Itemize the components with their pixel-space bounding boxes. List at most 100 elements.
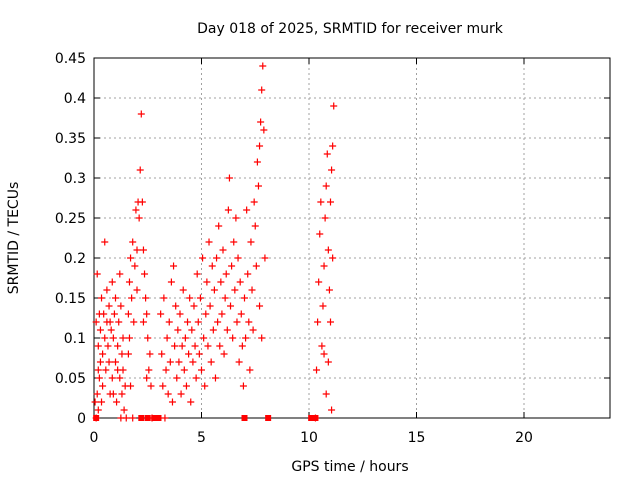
- data-point: [328, 406, 336, 414]
- x-tick-label: 20: [515, 430, 533, 446]
- data-point: [209, 326, 217, 334]
- data-point: [132, 206, 140, 214]
- data-point: [112, 294, 119, 302]
- data-point: [252, 262, 260, 270]
- data-point: [105, 302, 113, 310]
- data-point: [214, 318, 222, 326]
- x-tick-label: 15: [408, 430, 426, 446]
- data-point: [219, 246, 227, 254]
- data-point: [328, 166, 336, 174]
- data-point: [95, 374, 103, 382]
- data-point: [191, 342, 199, 350]
- data-point: [221, 294, 229, 302]
- data-point: [320, 262, 328, 270]
- data-point: [103, 286, 111, 294]
- data-point: [125, 334, 133, 342]
- data-point: [160, 294, 168, 302]
- data-point: [130, 318, 138, 326]
- data-point: [327, 198, 334, 206]
- y-tick-label: 0.15: [55, 291, 86, 307]
- data-point: [96, 358, 104, 366]
- data-point: [215, 222, 223, 230]
- data-point: [165, 318, 173, 326]
- data-point: [101, 334, 109, 342]
- data-point: [257, 118, 265, 126]
- data-point: [185, 350, 193, 358]
- data-point: [143, 310, 151, 318]
- data-point: [146, 350, 154, 358]
- data-point: [174, 326, 182, 334]
- data-point: [222, 270, 230, 278]
- data-point: [207, 358, 215, 366]
- data-point: [208, 262, 216, 270]
- data-point: [116, 270, 124, 278]
- data-point: [189, 358, 197, 366]
- data-point: [139, 246, 147, 254]
- data-point: [170, 262, 178, 270]
- data-point: [168, 398, 176, 406]
- data-point: [241, 294, 248, 302]
- data-point: [199, 254, 207, 262]
- data-point: [137, 110, 145, 118]
- data-point: [135, 214, 143, 222]
- data-point: [253, 158, 261, 166]
- data-point: [322, 390, 330, 398]
- data-point: [118, 350, 126, 358]
- data-point: [261, 254, 269, 262]
- data-point: [109, 390, 117, 398]
- data-point: [202, 310, 210, 318]
- data-point: [141, 270, 149, 278]
- data-point: [107, 326, 115, 334]
- data-point: [259, 62, 267, 70]
- data-points: [91, 62, 338, 422]
- data-point: [98, 398, 106, 406]
- data-point: [254, 182, 262, 190]
- data-point: [187, 398, 195, 406]
- baseline-marker: [151, 415, 158, 421]
- data-point: [194, 318, 202, 326]
- data-point: [239, 382, 247, 390]
- chart-title: Day 018 of 2025, SRMTID for receiver mur…: [197, 21, 504, 37]
- data-point: [201, 382, 209, 390]
- data-point: [238, 342, 246, 350]
- data-point: [91, 398, 99, 406]
- data-point: [161, 414, 169, 422]
- data-point: [125, 278, 133, 286]
- data-point: [192, 374, 200, 382]
- data-point: [210, 286, 218, 294]
- grid: [94, 58, 610, 418]
- data-point: [119, 334, 127, 342]
- data-point: [163, 334, 171, 342]
- baseline-marker: [265, 415, 272, 421]
- data-point: [227, 302, 235, 310]
- data-point: [233, 318, 241, 326]
- data-point: [100, 310, 108, 318]
- data-point: [320, 350, 328, 358]
- y-tick-label: 0.25: [55, 211, 86, 227]
- data-point: [225, 174, 233, 182]
- data-point: [117, 302, 125, 310]
- x-tick-label: 5: [197, 430, 206, 446]
- data-point: [122, 414, 130, 422]
- data-point: [322, 182, 330, 190]
- baseline-marker: [312, 415, 319, 421]
- data-point: [230, 238, 238, 246]
- data-point: [327, 318, 334, 326]
- data-point: [159, 382, 167, 390]
- y-tick-label: 0.35: [55, 131, 86, 147]
- data-point: [101, 238, 109, 246]
- data-point: [329, 142, 337, 150]
- data-point: [234, 254, 242, 262]
- data-point: [249, 326, 257, 334]
- data-point: [317, 198, 325, 206]
- data-point: [236, 278, 244, 286]
- baseline-marker: [144, 415, 151, 421]
- y-tick-label: 0.45: [55, 51, 86, 67]
- data-point: [243, 206, 251, 214]
- data-point: [98, 294, 106, 302]
- data-point: [110, 310, 118, 318]
- data-point: [179, 286, 187, 294]
- data-point: [186, 294, 194, 302]
- data-point: [99, 350, 107, 358]
